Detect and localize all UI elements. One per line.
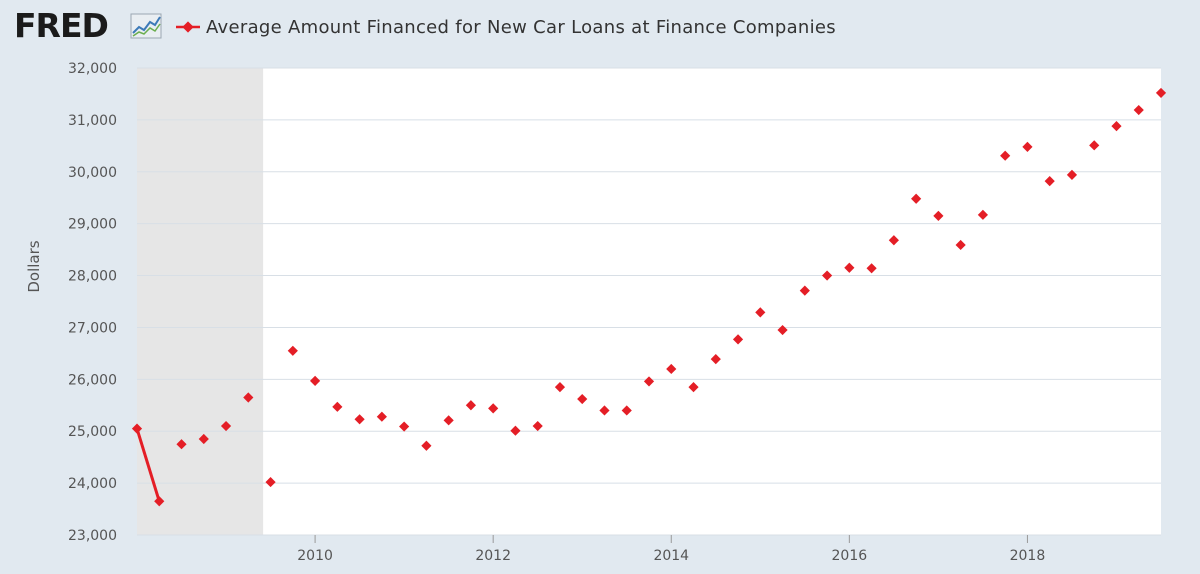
fred-logo[interactable]: FRED (14, 6, 109, 45)
data-point (710, 354, 721, 365)
data-point (332, 401, 343, 412)
data-point (176, 439, 187, 450)
y-tick-label: 31,000 (68, 113, 117, 129)
data-point (131, 423, 143, 434)
x-tick-label: 2010 (297, 548, 333, 564)
x-tick-label: 2012 (475, 548, 511, 564)
legend-label: Average Amount Financed for New Car Loan… (206, 16, 836, 38)
data-point (421, 440, 432, 451)
data-point (309, 375, 321, 386)
x-axis-ticks: 2010 2012 2014 2016 2018 (297, 535, 1045, 564)
gridlines (137, 67, 1161, 536)
data-point (243, 392, 254, 403)
legend: Average Amount Financed for New Car Loan… (176, 14, 836, 40)
data-point (465, 400, 477, 411)
plot-area (137, 68, 1161, 535)
data-point (198, 433, 209, 445)
y-axis-label: Dollars (25, 240, 43, 292)
y-tick-label: 32,000 (68, 61, 117, 77)
data-point (376, 411, 387, 422)
y-tick-label: 24,000 (68, 476, 117, 492)
y-tick-label: 30,000 (68, 165, 117, 181)
y-tick-label: 23,000 (68, 528, 117, 544)
x-tick-label: 2014 (653, 548, 689, 564)
y-tick-label: 29,000 (68, 217, 117, 233)
y-tick-label: 28,000 (68, 269, 117, 285)
series-line (135, 428, 161, 502)
data-point (265, 476, 276, 488)
line-chart-icon (130, 13, 162, 39)
x-tick-label: 2018 (1010, 548, 1046, 564)
y-axis-ticks: 23,000 24,000 25,000 26,000 27,000 28,000 29,0… (68, 61, 117, 544)
data-point (688, 382, 699, 393)
data-point (755, 307, 766, 318)
data-point (354, 414, 365, 425)
y-tick-label: 25,000 (68, 424, 117, 440)
data-point (399, 421, 410, 432)
y-tick-label: 27,000 (68, 320, 117, 336)
recession-shading (137, 68, 264, 535)
data-point (488, 403, 499, 414)
series-segment (135, 428, 161, 502)
data-point (821, 270, 833, 281)
chart-header: FRED Average Amount Financed for New Car… (0, 0, 1200, 56)
data-points (131, 87, 1167, 507)
data-point (666, 363, 677, 375)
data-point (443, 415, 454, 426)
legend-swatch (176, 21, 200, 33)
x-tick-label: 2016 (832, 548, 868, 564)
data-point (777, 324, 788, 336)
data-point (621, 405, 632, 416)
y-tick-label: 26,000 (68, 372, 117, 388)
data-point (287, 345, 298, 356)
